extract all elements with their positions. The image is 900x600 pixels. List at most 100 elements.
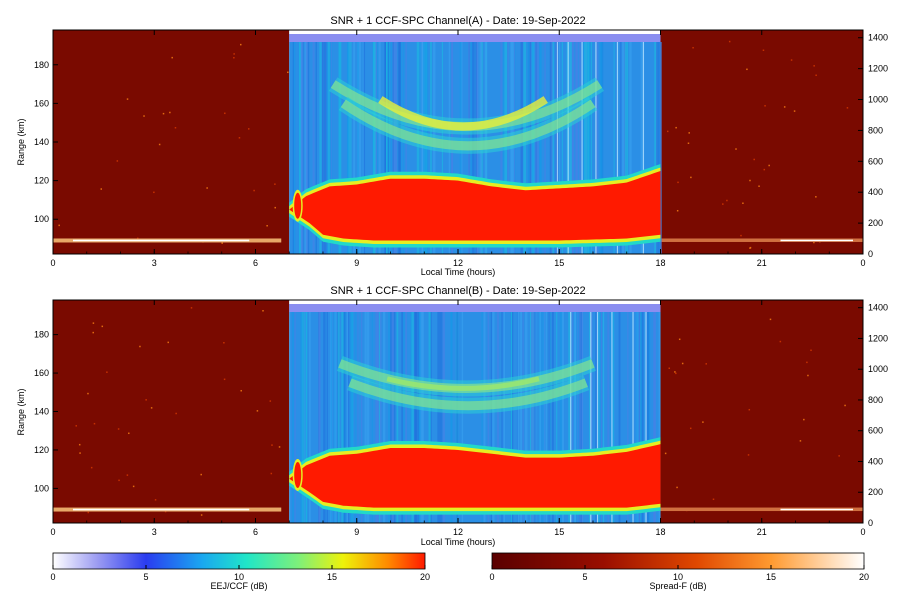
noise-speck	[233, 53, 235, 55]
noise-speck	[75, 425, 78, 427]
plot-area: 0 3 6 9 12 15 18 21 0 100 120 140 160 180 0 200 400 600 80…	[34, 299, 888, 537]
noise-speck	[79, 452, 81, 454]
colorbar-tick-label: 5	[143, 572, 148, 582]
noise-speck	[749, 179, 751, 182]
night-layer-right	[660, 238, 863, 242]
noise-streak	[373, 42, 376, 254]
noise-speck	[690, 176, 692, 179]
noise-speck	[793, 110, 796, 112]
noise-streak	[578, 42, 582, 254]
x-tick-label: 0	[50, 527, 55, 537]
noise-speck	[838, 455, 840, 457]
y-tick-label: 100	[34, 483, 49, 493]
noise-streak	[400, 42, 402, 254]
noise-speck	[666, 130, 669, 133]
noise-streak	[575, 42, 577, 254]
noise-speck	[238, 137, 241, 139]
noise-streak	[354, 312, 356, 523]
noise-speck	[118, 479, 120, 482]
noise-streak	[300, 42, 304, 254]
noise-streak	[640, 312, 642, 523]
noise-speck	[287, 71, 289, 74]
noise-speck	[722, 203, 724, 205]
y2-tick-label: 1200	[868, 333, 888, 343]
noise-streak	[353, 42, 356, 254]
x-tick-label: 0	[860, 258, 865, 268]
y-tick-label: 120	[34, 176, 49, 186]
noise-streak	[318, 312, 321, 523]
y-tick-label: 180	[34, 60, 49, 70]
noise-streak	[544, 42, 546, 254]
bright-streak	[581, 42, 583, 254]
bright-streak	[616, 42, 619, 254]
noise-streak	[450, 312, 453, 523]
noise-streak	[561, 312, 565, 523]
colorbar-tick-label: 10	[673, 572, 683, 582]
y2-tick-label: 200	[868, 218, 883, 228]
x-tick-label: 3	[152, 527, 157, 537]
noise-streak	[428, 312, 431, 523]
x-tick-label: 21	[757, 527, 767, 537]
colorbar-tick-label: 15	[327, 572, 337, 582]
noise-streak	[622, 42, 624, 254]
noise-streak	[349, 312, 351, 523]
colorbar-label: EEJ/CCF (dB)	[210, 581, 267, 591]
noise-streak	[358, 42, 362, 254]
noise-streak	[646, 312, 650, 523]
y-axis-label: Range (km)	[16, 388, 26, 435]
bright-streak	[645, 312, 647, 523]
noise-streak	[357, 42, 359, 254]
noise-speck	[158, 143, 161, 146]
noise-streak	[377, 312, 379, 523]
noise-speck	[768, 164, 770, 167]
noise-speck	[240, 43, 242, 46]
night-background-right	[660, 30, 863, 254]
noise-streak	[364, 312, 367, 523]
colorbar-eej: EEJ/CCF (dB) 0 5 10 15 20	[50, 552, 430, 591]
colorbar-tick-label: 15	[766, 572, 776, 582]
noise-speck	[674, 371, 676, 373]
noise-speck	[233, 56, 235, 59]
noise-speck	[790, 59, 793, 61]
x-axis-label: Local Time (hours)	[421, 537, 496, 547]
noise-streak	[393, 312, 396, 523]
noise-streak	[341, 312, 345, 523]
noise-streak	[555, 42, 557, 254]
noise-streak	[539, 312, 542, 523]
noise-speck	[117, 428, 120, 430]
echo-arc-core	[386, 376, 540, 391]
x-tick-label: 0	[50, 258, 55, 268]
noise-streak	[326, 42, 329, 254]
noise-streak	[531, 42, 534, 254]
noise-speck	[748, 408, 751, 411]
noise-streak	[551, 42, 555, 254]
noise-speck	[153, 191, 155, 194]
noise-streak	[639, 312, 641, 523]
bright-streak	[642, 42, 645, 254]
noise-speck	[712, 498, 715, 501]
noise-speck	[763, 168, 766, 171]
noise-streak	[600, 42, 604, 254]
x-tick-label: 12	[453, 258, 463, 268]
y2-tick-label: 1400	[868, 33, 888, 43]
noise-streak	[539, 42, 542, 254]
plot-area: 0 3 6 9 12 15 18 21 0 100 120 140 160 180 0 200 400 600 80…	[34, 29, 888, 268]
y2-tick-label: 0	[868, 249, 873, 259]
noise-streak	[654, 42, 657, 254]
noise-streak	[510, 312, 513, 523]
x-tick-label: 15	[554, 527, 564, 537]
noise-streak	[315, 42, 317, 254]
noise-speck	[692, 46, 694, 49]
noise-streak	[600, 312, 603, 523]
bright-streak	[556, 42, 559, 254]
noise-streak	[350, 312, 354, 523]
noise-streak	[289, 312, 291, 523]
noise-streak	[545, 312, 547, 523]
noise-streak	[595, 42, 599, 254]
noise-streak	[590, 42, 592, 254]
noise-speck	[735, 148, 737, 150]
noise-streak	[293, 312, 296, 523]
noise-speck	[128, 432, 130, 435]
noise-streak	[584, 42, 586, 254]
